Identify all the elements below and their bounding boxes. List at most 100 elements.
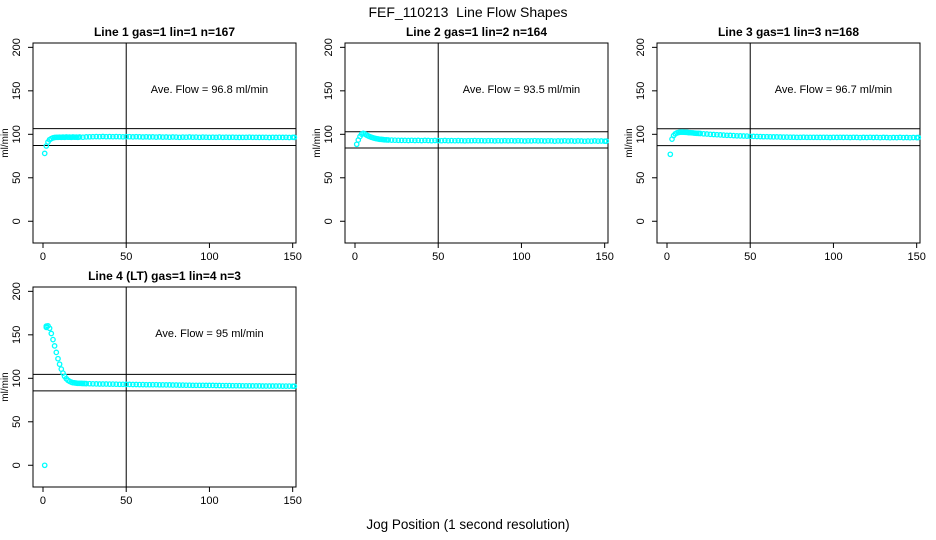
data-point [156, 381, 163, 388]
y-tick-label: 100 [11, 369, 23, 387]
data-point [528, 138, 535, 144]
data-point [787, 134, 794, 141]
data-point [425, 137, 432, 144]
data-point [193, 382, 199, 389]
data-point [575, 138, 581, 144]
data-point [93, 381, 100, 387]
data-point [86, 380, 93, 387]
panel-line-3: Line 3 gas=1 lin=3 n=168 0 50 100 150 200 ml/m… [624, 20, 936, 264]
data-point [471, 137, 478, 144]
y-tick-label: 100 [323, 125, 335, 143]
data-point [887, 134, 893, 141]
data-point [223, 382, 229, 389]
data-point [291, 383, 298, 390]
data-point [46, 325, 53, 332]
data-point [249, 134, 256, 141]
data-point [754, 133, 760, 140]
data-point [511, 138, 518, 144]
data-point [714, 131, 720, 138]
panel-title: Line 3 gas=1 lin=3 n=168 [718, 25, 859, 39]
data-point [518, 137, 525, 144]
y-tick-label: 50 [11, 416, 23, 428]
data-point [475, 137, 482, 144]
y-tick-label: 150 [11, 82, 23, 100]
data-point [571, 138, 578, 144]
data-point [246, 134, 253, 141]
plot-line-3: Line 3 gas=1 lin=3 n=168 0 50 100 150 200 ml/m… [624, 25, 926, 263]
data-point [179, 134, 186, 140]
y-tick-label: 100 [635, 125, 647, 143]
data-point [243, 134, 249, 141]
data-point [183, 134, 189, 141]
data-point [56, 361, 63, 368]
data-point [120, 381, 126, 388]
data-point [412, 137, 418, 144]
data-point [41, 462, 48, 469]
data-point [41, 150, 48, 157]
data-point [146, 381, 153, 388]
data-point [256, 383, 263, 389]
data-point [498, 137, 505, 144]
data-point [229, 134, 236, 141]
data-point [515, 137, 521, 144]
data-point [226, 382, 233, 389]
data-point [103, 133, 110, 140]
data-point [90, 133, 96, 140]
data-point [521, 138, 528, 144]
data-point [452, 137, 458, 144]
data-point [707, 131, 714, 138]
data-point [890, 134, 897, 141]
data-point [199, 134, 206, 140]
data-point [767, 133, 774, 140]
y-tick-label: 100 [11, 125, 23, 143]
y-axis-label: ml/min [624, 128, 635, 157]
data-point [790, 134, 797, 141]
empty-cell [312, 264, 624, 512]
data-point [203, 134, 209, 141]
data-point [249, 383, 256, 389]
data-point [96, 133, 103, 140]
data-point [136, 381, 143, 388]
data-point [209, 382, 216, 389]
data-point [468, 137, 475, 144]
data-point [196, 382, 203, 389]
data-point [900, 134, 907, 141]
data-point [206, 382, 213, 389]
data-point [153, 134, 160, 140]
data-point [156, 134, 163, 140]
panel-title: Line 4 (LT) gas=1 lin=4 n=3 [88, 269, 241, 283]
data-point [565, 138, 571, 144]
data-point [551, 138, 558, 144]
y-tick-label: 200 [11, 38, 23, 56]
y-tick-label: 200 [323, 38, 335, 56]
data-point [558, 138, 565, 144]
data-point [196, 134, 203, 141]
data-point [555, 138, 561, 144]
data-point [388, 137, 395, 143]
data-point [773, 134, 780, 140]
data-point [750, 133, 757, 140]
data-point [385, 137, 392, 143]
data-point [243, 382, 249, 389]
data-point [239, 382, 246, 389]
data-point [83, 134, 90, 140]
data-point [531, 137, 538, 144]
data-point [458, 137, 465, 144]
data-point [136, 133, 143, 140]
data-point [445, 137, 452, 144]
data-point [163, 134, 170, 140]
data-point [840, 134, 847, 141]
x-tick-label: 150 [283, 251, 301, 263]
data-point [219, 382, 226, 389]
data-point [206, 134, 213, 141]
data-point [263, 383, 269, 389]
data-point [149, 134, 156, 140]
data-point [505, 137, 511, 144]
x-tick-label: 50 [120, 251, 132, 263]
data-points [41, 133, 298, 157]
data-point [116, 133, 123, 140]
y-tick-label: 0 [323, 218, 335, 224]
data-point [405, 137, 412, 144]
data-point [737, 133, 744, 139]
data-point [256, 134, 263, 141]
